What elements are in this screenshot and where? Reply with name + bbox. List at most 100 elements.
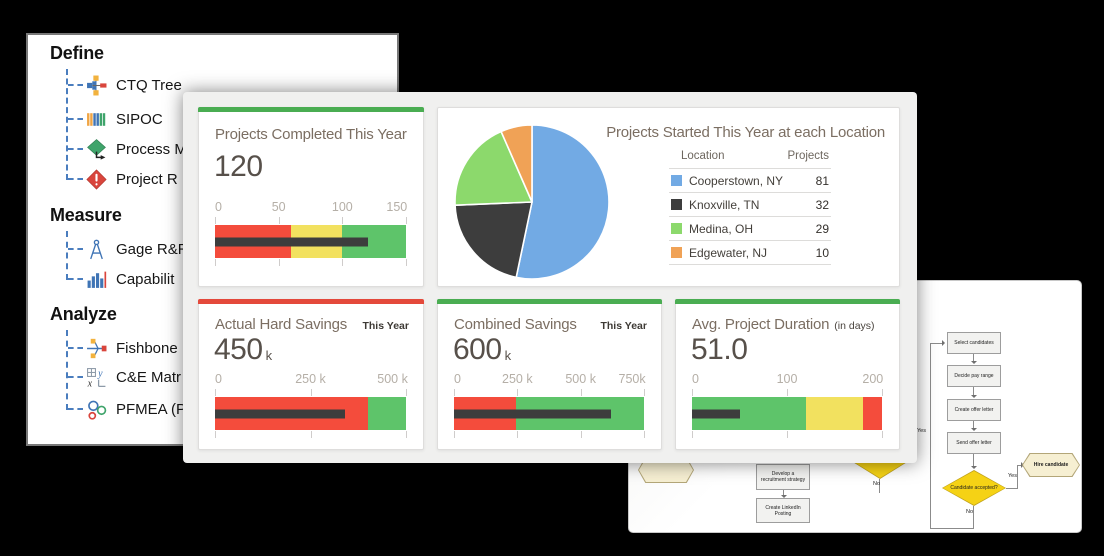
card-subtitle: (in days) <box>834 320 875 332</box>
legend-row: Knoxville, TN 32 <box>669 192 831 216</box>
tool-item-label: Fishbone <box>116 339 178 357</box>
bullet-measure-bar <box>215 237 368 246</box>
bullet-chart: 0 250 k 500 k 750k <box>454 372 646 438</box>
tool-item-fishbone[interactable]: Fishbone <box>86 336 178 360</box>
ctq-tree-icon <box>86 75 107 96</box>
arrowhead-icon <box>971 395 977 398</box>
legend-swatch <box>671 199 682 210</box>
arrowhead-icon <box>971 428 977 431</box>
pie-slice <box>515 124 610 280</box>
axis-tick-label: 0 <box>454 372 461 386</box>
sipoc-icon <box>86 109 107 130</box>
card-title: Combined Savings <box>454 316 577 333</box>
card-title: Avg. Project Duration <box>692 316 830 333</box>
card-accent-bar <box>198 299 424 304</box>
flow-box-create-offer-letter[interactable]: Create offer letter <box>947 399 1001 421</box>
tool-item-label: SIPOC <box>116 110 163 128</box>
arrowhead-icon <box>781 495 787 498</box>
axis-tick-label: 500 k <box>565 372 596 386</box>
bullet-chart: 0 100 200 <box>692 372 883 438</box>
gage-rr-icon <box>86 239 107 260</box>
bullet-measure-bar <box>215 409 345 418</box>
flow-connector <box>879 479 880 493</box>
flow-box-create-linkedin-posting[interactable]: Create LinkedIn Posting <box>756 498 810 523</box>
axis-tick-label: 100 <box>331 200 353 214</box>
tool-item-pfmea[interactable]: PFMEA (P <box>86 397 186 421</box>
tool-item-label: Process M <box>116 140 187 158</box>
arrowhead-icon <box>971 466 977 469</box>
no-label: No <box>873 481 881 487</box>
flow-box-decide-pay-range[interactable]: Decide pay range <box>947 365 1001 387</box>
legend-row: Medina, OH 29 <box>669 216 831 240</box>
tool-item-sipoc[interactable]: SIPOC <box>86 107 163 131</box>
capability-icon <box>86 269 107 290</box>
tool-item-ctq-tree[interactable]: CTQ Tree <box>86 73 182 97</box>
tool-item-gage-rr[interactable]: Gage R&R <box>86 237 189 261</box>
card-accent-bar <box>437 299 662 304</box>
tree-branch <box>68 84 83 86</box>
legend-swatch <box>671 247 682 258</box>
flow-connector <box>1006 488 1017 489</box>
fishbone-icon <box>86 338 107 359</box>
flow-connector <box>1017 465 1022 466</box>
axis-tick-label: 0 <box>215 200 222 214</box>
tree-branch <box>68 178 83 180</box>
legend-swatch <box>671 223 682 234</box>
axis-tick-label: 250 k <box>502 372 533 386</box>
tree-branch <box>68 248 83 250</box>
card-accent-bar <box>198 107 424 112</box>
kpi-card-projects-completed[interactable]: Projects Completed This Year 120 0 50 100 1… <box>198 107 424 287</box>
pfmea-icon <box>86 399 107 420</box>
kpi-card-avg-project-duration[interactable]: Avg. Project Duration (in days) 51.0 0 10… <box>675 299 900 450</box>
tree-connector <box>66 231 68 280</box>
flow-connector <box>973 454 974 467</box>
tree-branch <box>68 408 83 410</box>
card-accent-bar <box>675 299 900 304</box>
bullet-range <box>806 397 863 430</box>
axis-tick-label: 250 k <box>295 372 326 386</box>
flow-terminal-hire-candidate[interactable]: Hire candidate <box>1022 453 1080 477</box>
pie-card-projects-started[interactable]: Projects Started This Year at each Locat… <box>437 107 900 287</box>
legend-row: Cooperstown, NY 81 <box>669 168 831 192</box>
flow-connector <box>930 343 943 344</box>
bullet-chart: 0 50 100 150 <box>215 200 407 266</box>
flow-box-select-candidates[interactable]: Select candidates <box>947 332 1001 354</box>
kpi-value: 600 k <box>453 333 511 366</box>
tool-item-ce-matrix[interactable]: y x C&E Matr <box>86 365 181 389</box>
tool-item-capability[interactable]: Capabilit <box>86 267 174 291</box>
pie-chart <box>446 112 618 284</box>
loop-yes-label: Yes <box>917 428 926 434</box>
arrowhead-icon <box>942 340 945 346</box>
flow-box-develop-recruitment-strategy[interactable]: Develop a recruitment strategy <box>756 464 810 490</box>
kpi-card-combined-savings[interactable]: Combined Savings This Year 600 k 0 250 k 50… <box>437 299 662 450</box>
arrowhead-icon <box>971 361 977 364</box>
flow-box-send-offer-letter[interactable]: Send offer letter <box>947 432 1001 454</box>
kpi-value: 450 k <box>214 333 272 366</box>
tree-connector <box>66 69 68 180</box>
axis-tick-label: 500 k <box>377 372 408 386</box>
tool-item-label: PFMEA (P <box>116 400 187 418</box>
card-subtitle: This Year <box>362 320 409 332</box>
axis-tick-label: 750k <box>618 372 646 386</box>
flow-connector <box>973 387 974 396</box>
svg-text:x: x <box>87 378 93 388</box>
yes-label: Yes <box>1008 473 1017 479</box>
flow-connector <box>1017 465 1018 489</box>
bullet-range <box>863 397 882 430</box>
axis-tick-label: 0 <box>692 372 699 386</box>
tool-item-label: Capabilit <box>116 270 175 288</box>
flow-decision-candidate-accepted[interactable]: Candidate accepted? <box>942 470 1006 506</box>
tree-branch <box>68 376 83 378</box>
tool-item-label: CTQ Tree <box>116 76 182 94</box>
tree-branch <box>68 347 83 349</box>
tool-item-process-map[interactable]: Process M <box>86 137 187 161</box>
tool-item-label: Project R <box>116 170 178 188</box>
kpi-card-actual-hard-savings[interactable]: Actual Hard Savings This Year 450 k 0 250 … <box>198 299 424 450</box>
diamond-label: Candidate accepted? <box>943 471 1005 505</box>
dashboard-window: Projects Completed This Year 120 0 50 100 1… <box>183 92 917 463</box>
tree-branch <box>68 278 83 280</box>
card-subtitle: This Year <box>600 320 647 332</box>
tool-item-project-risk[interactable]: Project R <box>86 167 178 191</box>
project-risk-icon <box>86 168 107 190</box>
